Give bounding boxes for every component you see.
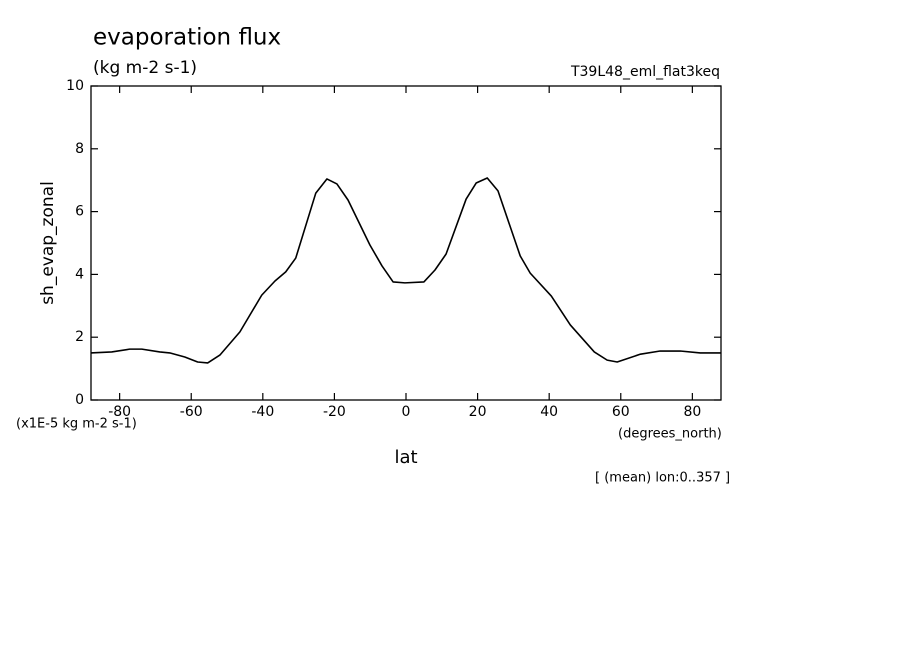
note: [ (mean) lon:0..357 ] [595, 471, 730, 486]
x-tick-label: -20 [323, 404, 346, 420]
y-tick-label: 0 [75, 392, 84, 408]
x-tick-label: 20 [469, 404, 487, 420]
y-axis-units: (x1E-5 kg m-2 s-1) [16, 417, 137, 432]
data-line [90, 177, 722, 364]
x-tick-label: 60 [612, 404, 630, 420]
y-tick-label: 2 [75, 329, 84, 345]
x-tick-label: -40 [251, 404, 274, 420]
x-tick-label: 80 [683, 404, 701, 420]
run-label: T39L48_eml_flat3keq [570, 64, 720, 80]
x-axis-label: lat [394, 447, 417, 468]
x-tick-label: -80 [108, 404, 131, 420]
y-tick-label: 4 [75, 266, 84, 282]
y-tick-label: 6 [75, 204, 84, 220]
y-axis-label: sh_evap_zonal [38, 181, 58, 305]
x-tick-label: 40 [540, 404, 558, 420]
x-tick-label: 0 [402, 404, 411, 420]
y-tick-label: 10 [66, 78, 84, 94]
plot-frame [90, 85, 722, 401]
y-tick-label: 8 [75, 141, 84, 157]
x-axis-units: (degrees_north) [618, 427, 722, 442]
chart-subtitle: (kg m-2 s-1) [93, 58, 197, 78]
chart-title: evaporation flux [93, 25, 281, 51]
x-tick-label: -60 [180, 404, 203, 420]
